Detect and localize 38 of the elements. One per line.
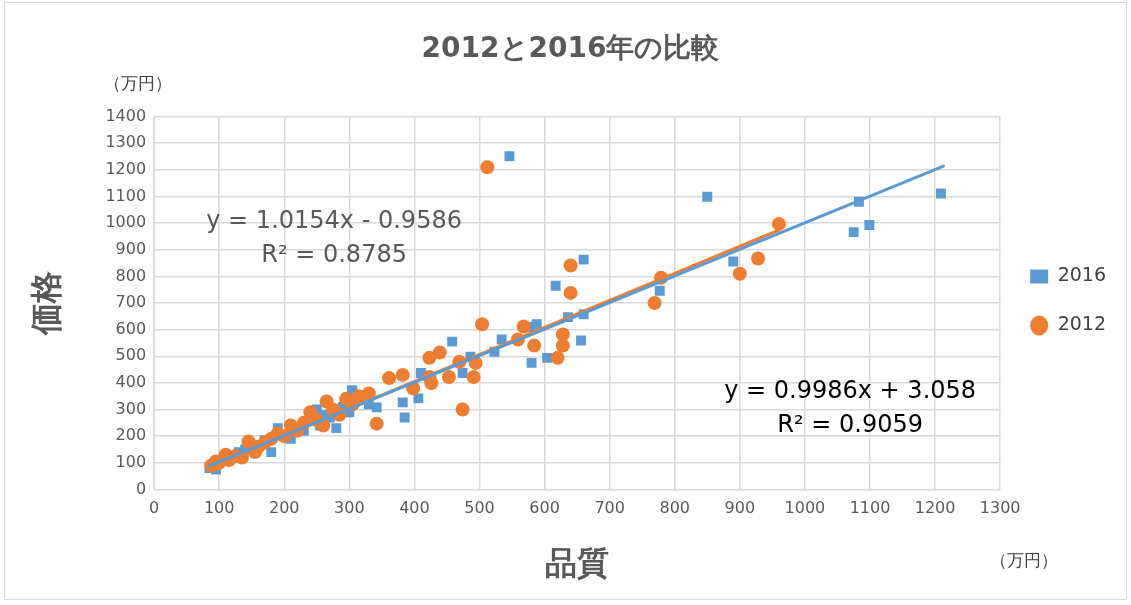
y-tick-label: 1400 <box>105 105 147 125</box>
x-tick-label: 0 <box>149 498 160 518</box>
y-tick-label: 1200 <box>105 159 147 179</box>
annotation: y = 1.0154x - 0.9586 R² = 0.8785 <box>206 205 462 268</box>
y-tick-label: 1100 <box>105 185 147 205</box>
x-tick-label: 1200 <box>914 498 956 518</box>
text: （万円） <box>104 73 173 94</box>
x-tick-label: 500 <box>464 498 495 518</box>
x-tick-label: 900 <box>724 498 756 518</box>
y-tick-label: 0 <box>135 478 147 498</box>
x-tick-label: 100 <box>203 498 235 518</box>
y-tick-label: 800 <box>115 265 147 285</box>
y-tick-label: 100 <box>115 451 147 471</box>
x-tick-label: 400 <box>399 498 430 518</box>
x-tick-label: 1300 <box>979 498 1021 518</box>
text: （万円） <box>990 549 1059 570</box>
y-axis-title: 価格 <box>26 271 65 336</box>
chart-title: 2012と2016年の比較 <box>421 31 721 65</box>
x-tick-label: 200 <box>269 498 300 518</box>
y-tick-label: 900 <box>115 238 147 258</box>
y-tick-label: 600 <box>115 318 147 338</box>
x-tick-label: 300 <box>334 498 365 518</box>
legend-label: 2012 <box>1057 312 1107 335</box>
y-tick-label: 700 <box>115 292 147 312</box>
x-tick-label: 700 <box>594 498 625 518</box>
y-tick-label: 500 <box>115 345 147 365</box>
x-axis-title: 品質 <box>545 544 610 583</box>
x-tick-label: 600 <box>529 498 560 518</box>
y-tick-label: 400 <box>115 372 147 392</box>
y-tick-label: 1300 <box>105 132 147 152</box>
annotation: y = 0.9986x + 3.058 R² = 0.9059 <box>724 375 977 438</box>
y-tick-label: 200 <box>115 425 147 445</box>
x-tick-label: 1100 <box>849 498 891 518</box>
x-tick-label: 800 <box>659 498 691 518</box>
x-tick-label: 1000 <box>784 498 826 518</box>
y-tick-label: 1000 <box>105 212 147 232</box>
legend-label: 2016 <box>1057 263 1107 286</box>
y-tick-label: 300 <box>115 398 147 418</box>
